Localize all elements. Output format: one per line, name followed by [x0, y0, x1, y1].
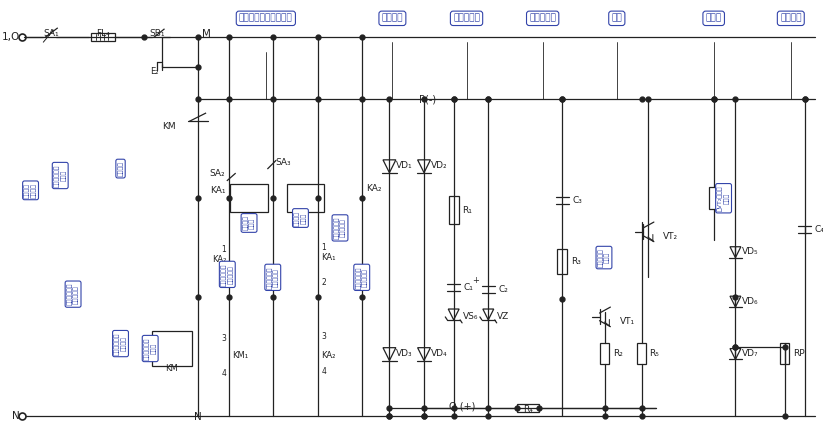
Bar	[286, 184, 324, 212]
Text: R₆: R₆	[722, 194, 732, 203]
Text: 3: 3	[321, 332, 326, 341]
Text: 晶闸管开关: 晶闸管开关	[453, 14, 480, 23]
Text: P(-): P(-)	[419, 95, 436, 104]
Text: VD₅: VD₅	[742, 247, 759, 256]
Text: 鉴别器: 鉴别器	[705, 14, 722, 23]
Text: KM: KM	[162, 121, 176, 131]
Text: VD₆: VD₆	[742, 297, 759, 305]
Text: 1,O: 1,O	[2, 32, 20, 42]
Text: +: +	[472, 276, 479, 285]
Text: R₃: R₃	[571, 257, 581, 266]
Text: 反转中间
继电器: 反转中间 继电器	[295, 210, 306, 226]
Text: SB₁: SB₁	[149, 29, 165, 38]
Text: 反转中间继电
器常闭触点: 反转中间继电 器常闭触点	[267, 266, 279, 289]
Text: 正转中间
继电器: 正转中间 继电器	[243, 216, 255, 231]
Text: 圆弧接触器辅
助触头锁链: 圆弧接触器辅 助触头锁链	[67, 283, 79, 305]
Text: R₂: R₂	[613, 349, 623, 358]
Text: 圆弧电源接触
器主触头: 圆弧电源接触 器主触头	[114, 332, 127, 355]
Bar	[152, 331, 192, 366]
Text: VD₂: VD₂	[431, 161, 448, 170]
Bar	[780, 343, 789, 364]
Text: VT₂: VT₂	[663, 232, 678, 241]
Text: C₁: C₁	[463, 283, 473, 292]
Text: FL₄: FL₄	[95, 29, 109, 38]
Text: 正转中间继电
器常闭触点: 正转中间继电 器常闭触点	[334, 216, 346, 239]
Text: E₂: E₂	[151, 67, 159, 76]
Bar	[557, 249, 567, 275]
Text: VD₇: VD₇	[742, 349, 759, 358]
Text: KA₂: KA₂	[365, 184, 381, 193]
Text: N: N	[193, 412, 202, 422]
Bar	[637, 343, 646, 364]
Text: R₄: R₄	[523, 405, 532, 414]
Text: 弹性抗干扰
触发器: 弹性抗干扰 触发器	[597, 248, 610, 267]
Text: VZ: VZ	[497, 312, 509, 321]
Text: RP: RP	[793, 349, 804, 358]
Text: SA₂: SA₂	[210, 169, 226, 178]
Text: KA₁: KA₁	[321, 253, 336, 262]
Bar	[91, 33, 114, 41]
Text: KA₁: KA₁	[210, 186, 226, 195]
Text: N: N	[12, 411, 20, 421]
Text: KA₂: KA₂	[212, 255, 226, 264]
Text: VD₃: VD₃	[397, 349, 413, 358]
Bar	[601, 343, 609, 364]
Text: VS₆: VS₆	[463, 312, 478, 321]
Text: C₂: C₂	[498, 285, 508, 294]
Text: VD₁: VD₁	[397, 161, 413, 170]
Text: 延时电路: 延时电路	[780, 14, 802, 23]
Text: SA₁: SA₁	[44, 29, 59, 38]
Text: SA₃: SA₃	[276, 158, 291, 167]
Text: KA₂: KA₂	[321, 351, 336, 360]
Text: 桥式整流: 桥式整流	[382, 14, 403, 23]
Text: 4: 4	[321, 367, 326, 376]
Text: 4: 4	[221, 369, 226, 378]
Text: 滤波、稳压: 滤波、稳压	[529, 14, 556, 23]
Text: 控制电路保护
熔断器: 控制电路保护 熔断器	[54, 164, 67, 187]
Text: VT₁: VT₁	[620, 317, 635, 326]
Text: M: M	[202, 29, 211, 39]
Text: C₃: C₃	[572, 196, 582, 205]
Text: 反转中间继电
器常闭触点: 反转中间继电 器常闭触点	[356, 266, 368, 289]
Text: 接通控制电源启动按钮: 接通控制电源启动按钮	[239, 14, 293, 23]
Text: 2: 2	[321, 278, 326, 287]
Text: 控制电路
电源开关: 控制电路 电源开关	[25, 183, 36, 198]
Bar	[449, 196, 458, 224]
Text: 发VT₂基极射
极电压: 发VT₂基极射 极电压	[718, 185, 730, 211]
Text: KM: KM	[165, 364, 179, 373]
Bar	[517, 404, 539, 412]
Text: 1: 1	[221, 245, 226, 254]
Text: 自锁触点: 自锁触点	[118, 161, 123, 176]
Text: 1: 1	[321, 243, 326, 252]
Bar	[230, 184, 267, 212]
Text: 放大: 放大	[611, 14, 622, 23]
Text: R₁: R₁	[463, 205, 472, 215]
Text: R₅: R₅	[649, 349, 659, 358]
Bar	[709, 187, 718, 209]
Text: C₄: C₄	[815, 225, 823, 235]
Text: KM₁: KM₁	[232, 351, 249, 360]
Text: 3: 3	[221, 334, 226, 343]
Text: 正转中间继电
器常闭触点: 正转中间继电 器常闭触点	[221, 263, 234, 286]
Text: VD₄: VD₄	[431, 349, 448, 358]
Text: 圆弧电源接触
器装置: 圆弧电源接触 器装置	[144, 337, 156, 360]
Text: 2: 2	[221, 280, 226, 289]
Text: Q (+): Q (+)	[449, 402, 475, 412]
